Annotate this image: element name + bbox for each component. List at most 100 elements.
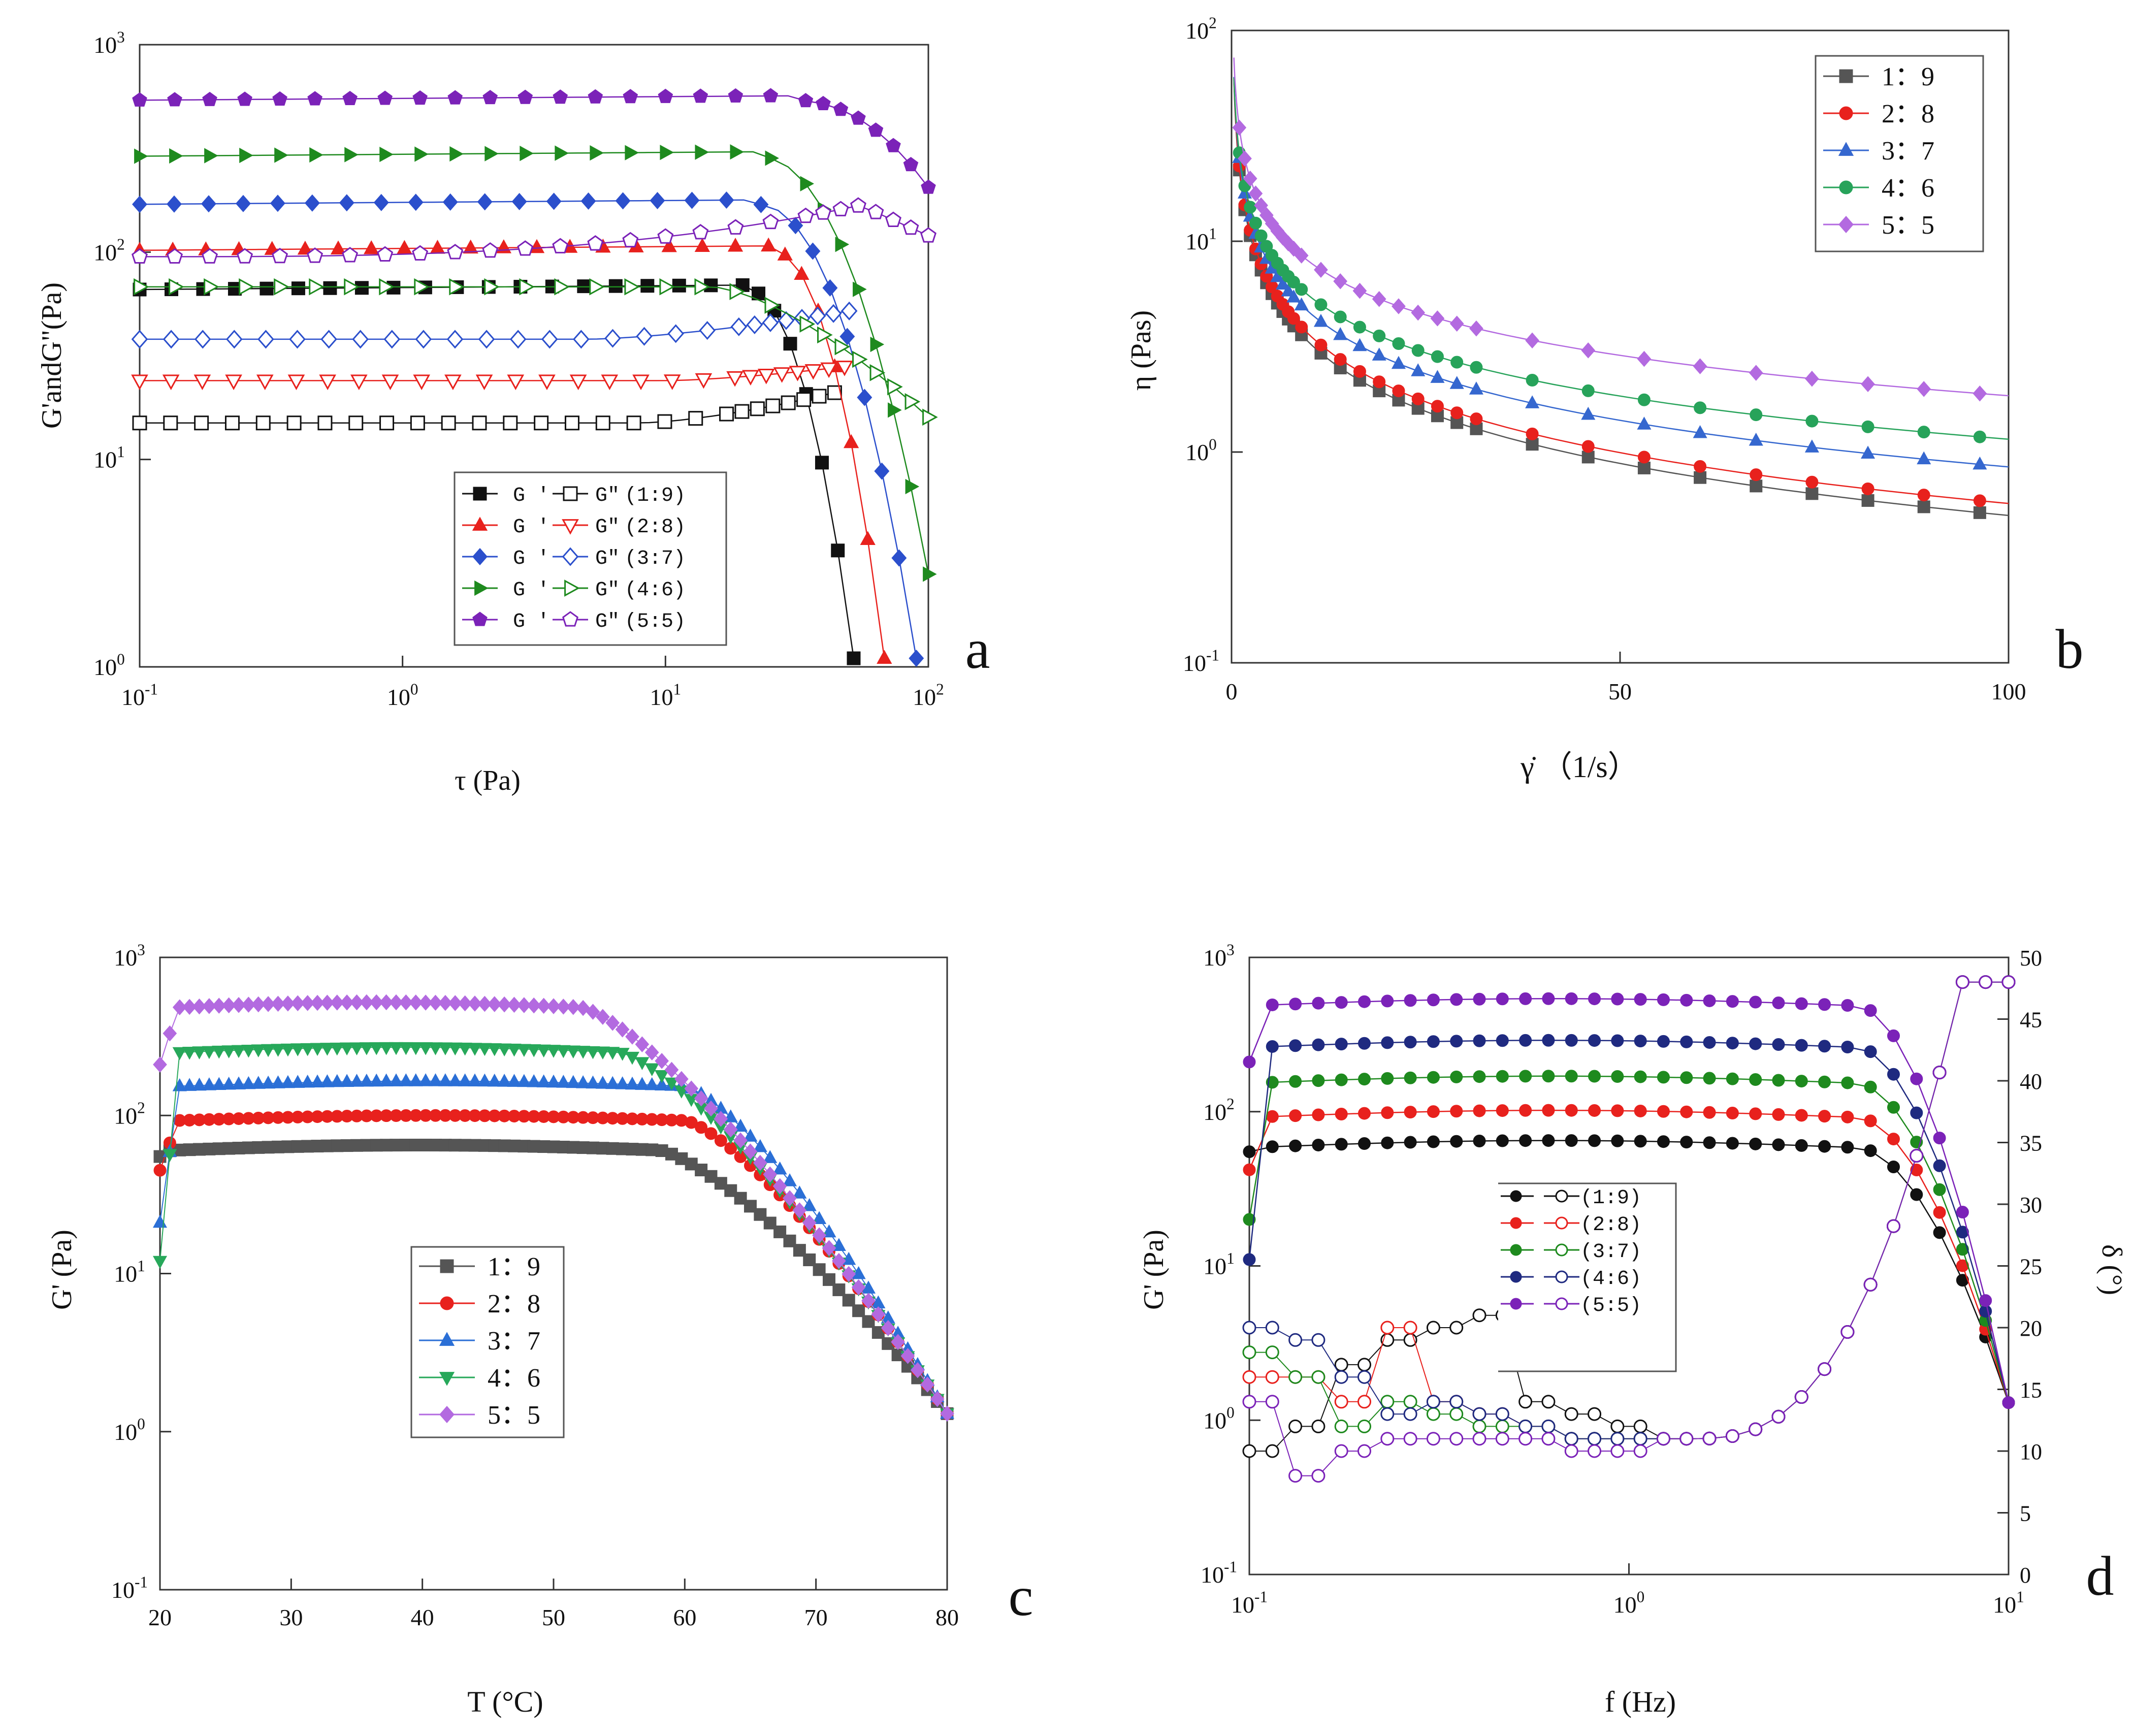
panel-b-point: [1392, 384, 1405, 398]
panel-b-point: [1294, 247, 1309, 264]
panel-a-point: [194, 415, 209, 431]
panel-a-point: [309, 278, 325, 296]
panel-b-point: [1861, 483, 1874, 496]
panel-a-point: [839, 328, 855, 345]
panel-a-series-line: [139, 151, 929, 574]
panel-a-point: [449, 146, 464, 162]
panel-c-point: [408, 1073, 423, 1086]
panel-d-g-point: [1473, 1135, 1486, 1148]
panel-c-point: [438, 994, 452, 1011]
panel-c-point: [516, 1044, 531, 1057]
panel-a-point: [573, 330, 590, 349]
panel-c-point: [261, 996, 275, 1012]
panel-a-point: [663, 374, 681, 390]
panel-d-delta-point: [1564, 1407, 1578, 1421]
panel-a-ylabel: G'andG"(Pa): [36, 282, 68, 429]
panel-b-point: [1353, 365, 1366, 378]
panel-d-delta-point: [1449, 1321, 1464, 1335]
panel-d-delta-point: [1910, 1148, 1924, 1163]
panel-b-point: [1469, 381, 1483, 395]
panel-d-g-point: [1588, 1034, 1601, 1047]
panel-c-point: [399, 1073, 413, 1086]
panel-d-g-point: [1864, 1114, 1877, 1128]
panel-c-point: [566, 1045, 580, 1058]
panel-a-legend-g2: G": [595, 610, 620, 633]
panel-d-g-point: [1680, 1105, 1693, 1118]
panel-a-point: [797, 207, 814, 223]
panel-d-g-point: [1680, 1035, 1693, 1048]
panel-a-point: [923, 566, 937, 582]
panel-b-point: [1295, 320, 1308, 334]
panel-b-point: [1581, 451, 1595, 464]
panel-a-point: [167, 195, 182, 213]
panel-b-point: [1637, 416, 1652, 430]
panel-a-point: [734, 404, 750, 419]
panel-d-g-point: [1427, 993, 1440, 1007]
panel-b-point: [1254, 197, 1269, 214]
panel-a-point: [608, 279, 623, 293]
panel-d-g-point: [1381, 1072, 1394, 1085]
panel-d-g-point: [1381, 1106, 1394, 1119]
panel-a-point: [857, 389, 872, 406]
panel-d-g-point: [1404, 1036, 1417, 1049]
panel-d-ytick-label: 102: [1203, 1095, 1235, 1125]
panel-d-g-point: [1312, 1074, 1325, 1087]
panel-a-point: [625, 145, 639, 160]
panel-d-g-point: [1427, 1071, 1440, 1084]
panel-c-point: [152, 1256, 168, 1269]
panel-d-delta-point: [1242, 1370, 1256, 1384]
panel-d-delta-point: [1242, 1345, 1256, 1360]
panel-a-point: [201, 195, 216, 213]
panel-c-point: [418, 1073, 433, 1086]
panel-a-legend-ratio: (3:7): [625, 548, 686, 570]
panel-d-g-point: [1657, 1035, 1670, 1048]
panel-c-point: [477, 1043, 492, 1056]
panel-a-legend-g2: G": [595, 516, 620, 539]
panel-a-point: [588, 89, 603, 104]
panel-a-legend-g2: G": [595, 485, 620, 507]
panel-a-point: [657, 414, 672, 429]
panel-c-point: [920, 1376, 935, 1393]
panel-d-delta-point: [1426, 1407, 1440, 1421]
panel-c-point: [635, 1077, 650, 1090]
panel-d-delta-point: [1771, 1409, 1786, 1424]
panel-d-delta-point: [1564, 1432, 1578, 1446]
panel-c-point: [241, 996, 256, 1013]
panel-d-delta-point: [1334, 1419, 1348, 1433]
panel-d-g-point: [1312, 1038, 1325, 1051]
panel-b-point: [1392, 337, 1405, 350]
panel-a-point: [475, 374, 493, 391]
panel-b-point: [1333, 327, 1348, 340]
panel-a-point: [255, 415, 271, 431]
panel-d-delta-point: [1380, 1395, 1395, 1409]
panel-c-point: [458, 995, 472, 1012]
panel-b-point: [1244, 201, 1257, 214]
panel-c-point: [221, 997, 236, 1014]
panel-d-delta-point: [1311, 1419, 1325, 1433]
panel-c-point: [458, 1073, 472, 1086]
panel-b-point: [1581, 384, 1595, 397]
panel-d-legend-marker: [1510, 1190, 1522, 1202]
panel-d-g-point: [1703, 1136, 1716, 1149]
panel-d-legend-label: (5:5): [1580, 1295, 1641, 1317]
panel-c-point: [271, 1044, 285, 1057]
panel-d-y2tick-label: 0: [2020, 1563, 2031, 1588]
panel-c-point: [753, 1154, 767, 1171]
panel-c-point: [212, 998, 227, 1014]
panel-d-delta-point: [1610, 1444, 1625, 1458]
panel-d-legend-marker2: [1555, 1190, 1568, 1203]
panel-d-delta-point: [1472, 1308, 1486, 1323]
panel-a-point: [728, 88, 743, 103]
panel-d-delta-point: [1472, 1419, 1486, 1433]
panel-b-point: [1526, 374, 1539, 387]
panel-a-point: [601, 374, 619, 391]
panel-b-legend: 1：9 2：8 3：7 4：6 5：5: [1815, 55, 1984, 252]
panel-d-delta-point: [1242, 1395, 1256, 1409]
panel-a-point: [415, 330, 432, 349]
panel-c-point: [832, 1252, 846, 1269]
panel-a-point: [552, 238, 569, 253]
panel-d-delta-point: [1334, 1395, 1348, 1409]
panel-c-legend-label: 4：6: [488, 1364, 540, 1393]
panel-c-point: [556, 1075, 571, 1088]
panel-c-point: [871, 1306, 886, 1323]
